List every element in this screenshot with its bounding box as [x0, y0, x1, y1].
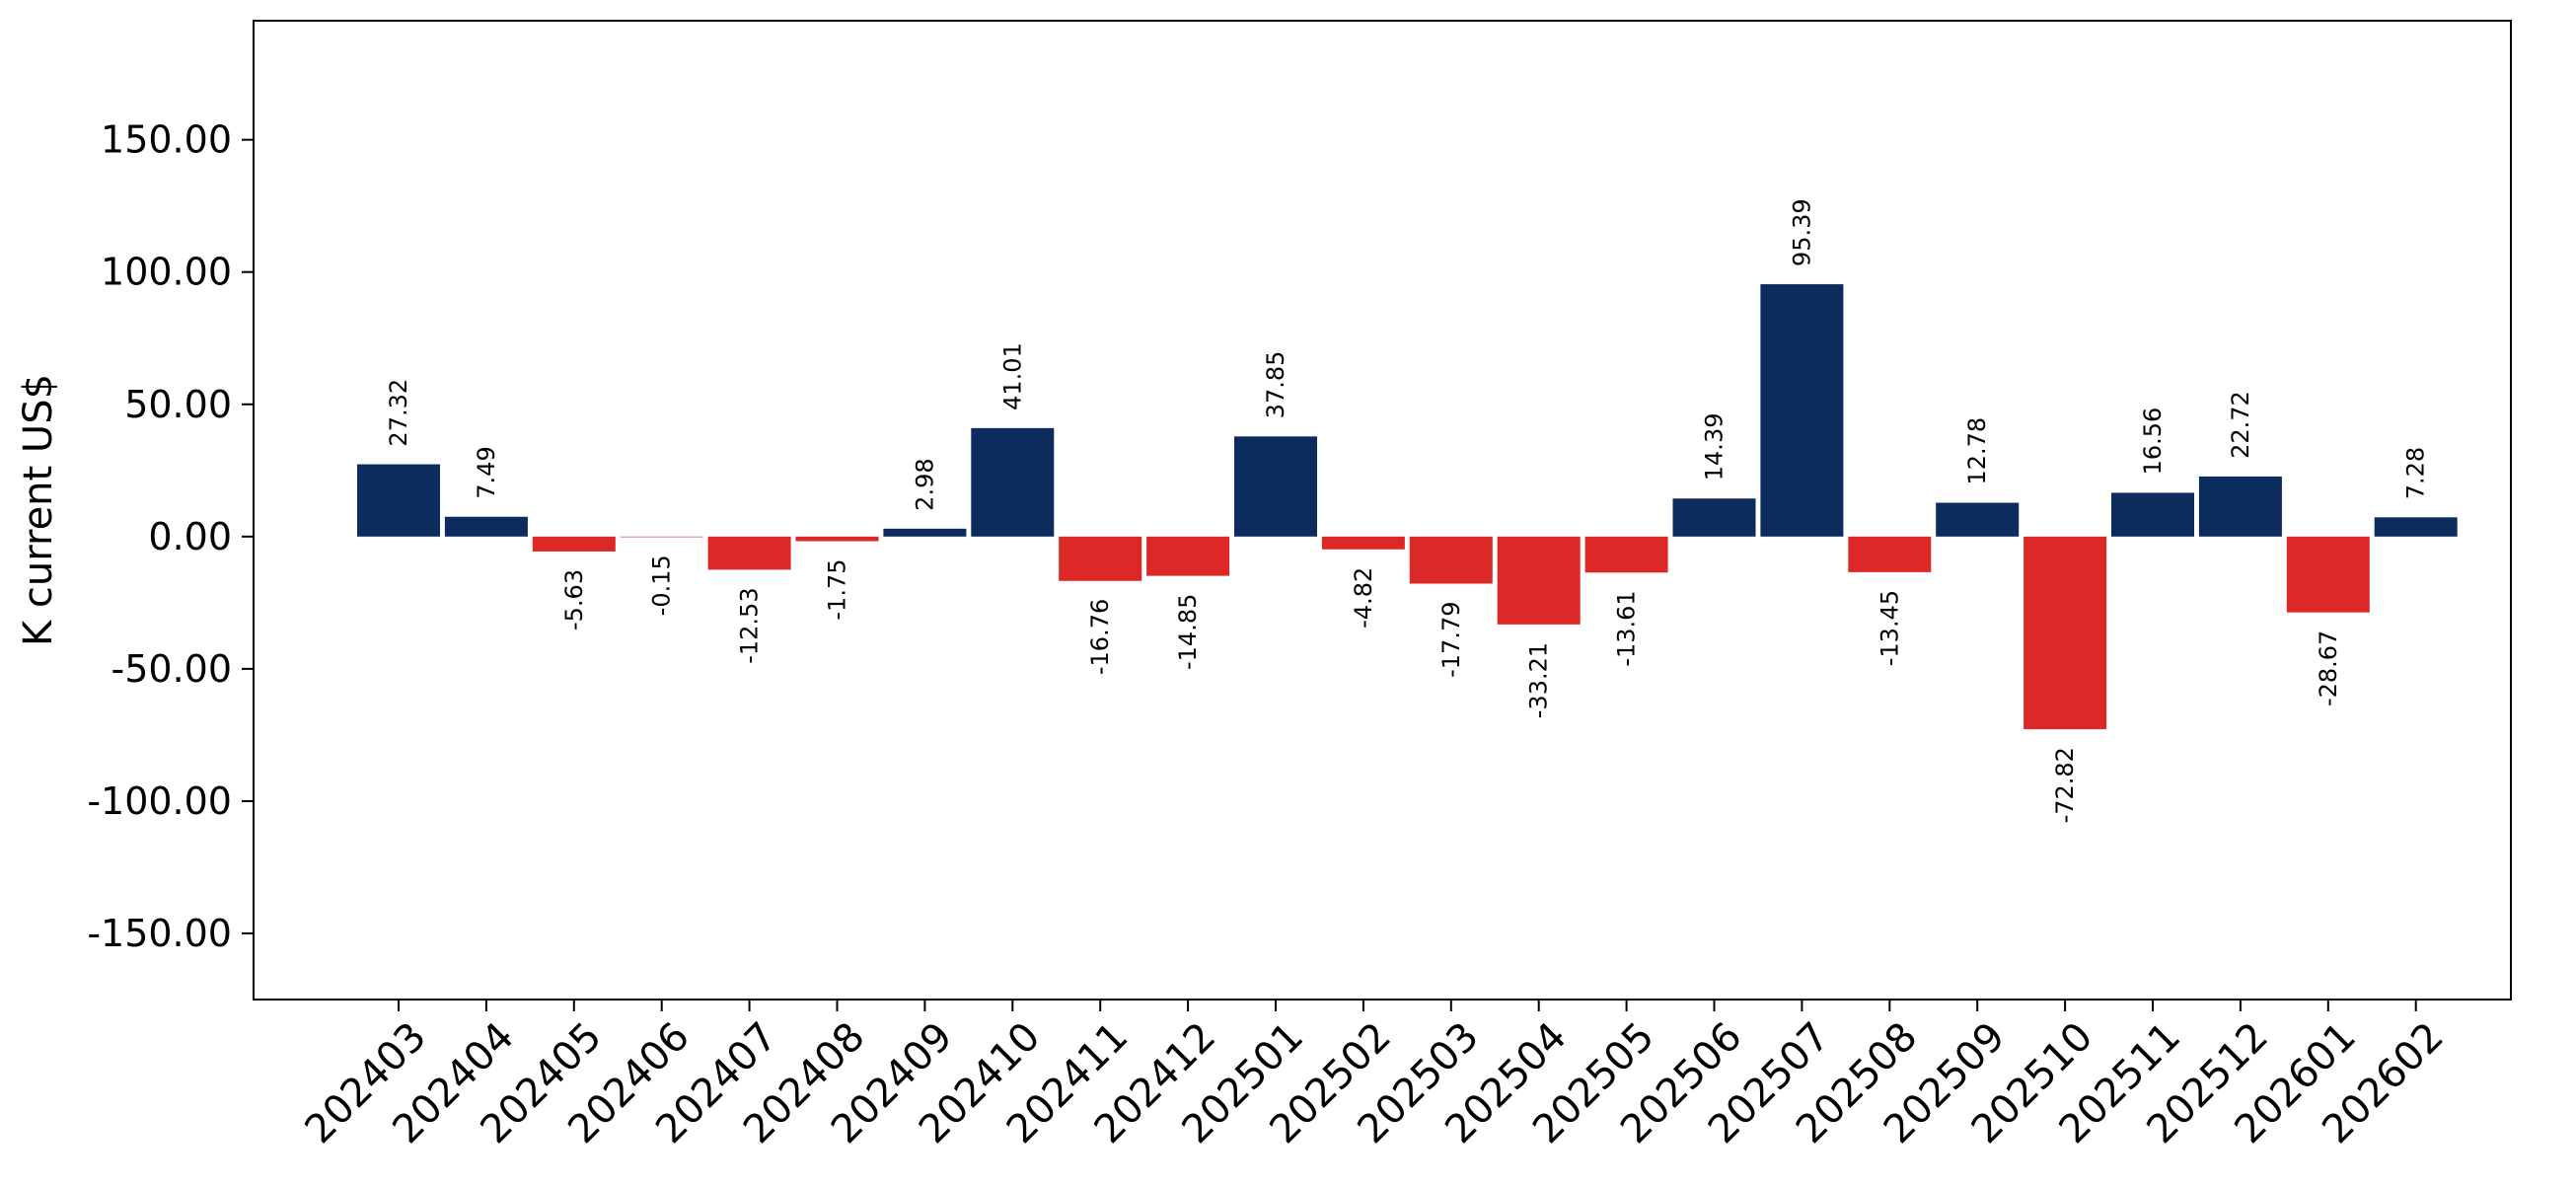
y-axis-title: K current US$ — [16, 374, 61, 646]
y-axis: -150.00 -100.00 -50.00 0.00 50.00 100.00 150.0… — [87, 118, 254, 955]
data-label: -72.82 — [2051, 747, 2079, 823]
bar — [1936, 502, 2020, 537]
bar — [2286, 536, 2370, 613]
bar — [1234, 436, 1317, 537]
data-labels-group: 27.32 7.49 -5.63 -0.15 -12.53 -1.75 2.98 41.01 -… — [385, 198, 2430, 823]
data-label: -16.76 — [1086, 599, 1114, 675]
bar — [707, 536, 791, 570]
data-label: -0.15 — [648, 555, 676, 616]
bar — [1848, 536, 1932, 572]
data-label: 27.32 — [385, 379, 412, 447]
bar — [1321, 536, 1405, 550]
bar — [883, 528, 967, 537]
data-label: 2.98 — [911, 458, 938, 510]
data-label: -5.63 — [560, 569, 588, 631]
y-tick-label: 150.00 — [101, 118, 232, 162]
data-label: 16.56 — [2139, 408, 2167, 476]
bar — [444, 516, 528, 537]
bar — [1760, 284, 1844, 537]
data-label: -14.85 — [1174, 594, 1202, 670]
data-label: 7.49 — [473, 446, 500, 498]
data-label: 12.78 — [1963, 417, 1991, 485]
data-label: -13.45 — [1876, 590, 1903, 666]
x-axis: 2024032024042024052024062024072024082024… — [297, 1000, 2453, 1152]
bar — [795, 536, 879, 542]
data-label: -1.75 — [824, 559, 851, 621]
data-label: 14.39 — [1701, 413, 1729, 482]
data-label: -33.21 — [1525, 642, 1553, 718]
bar — [2024, 536, 2107, 730]
bar — [971, 427, 1055, 537]
y-tick-label: 100.00 — [101, 251, 232, 294]
data-label: -28.67 — [2315, 631, 2342, 706]
y-tick-label: -150.00 — [87, 912, 232, 955]
data-label: -12.53 — [736, 587, 764, 663]
y-tick-label: 0.00 — [148, 515, 232, 558]
data-label: 41.01 — [998, 342, 1026, 410]
data-label: 22.72 — [2227, 391, 2254, 459]
bar — [1146, 536, 1230, 576]
bar — [1584, 536, 1668, 573]
y-tick-label: -100.00 — [87, 779, 232, 823]
data-label: 37.85 — [1262, 351, 1289, 419]
bar — [2198, 476, 2282, 537]
bar — [1059, 536, 1142, 581]
bars-group — [357, 284, 2458, 730]
data-label: 95.39 — [1788, 198, 1815, 266]
bar — [620, 536, 703, 538]
bar — [2374, 517, 2458, 537]
data-label: -4.82 — [1350, 567, 1377, 629]
data-label: -17.79 — [1437, 602, 1465, 678]
y-tick-label: 50.00 — [124, 383, 232, 426]
bar — [1497, 536, 1581, 625]
bar — [1409, 536, 1493, 584]
data-label: -13.61 — [1613, 590, 1641, 666]
bar — [357, 464, 440, 537]
data-label: 7.28 — [2402, 447, 2430, 499]
y-tick-label: -50.00 — [111, 647, 233, 691]
bar — [532, 536, 616, 552]
plot-frame — [253, 20, 2512, 1001]
bar — [1672, 498, 1756, 537]
bar — [2111, 492, 2194, 537]
